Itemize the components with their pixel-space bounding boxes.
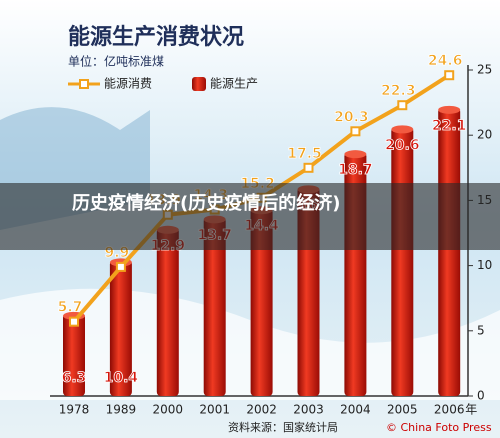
bar-value-label: 20.6: [385, 137, 420, 153]
line-marker: [350, 126, 361, 137]
line-value-label: 5.7: [58, 300, 83, 316]
x-tick-label: 2000: [153, 403, 184, 417]
bar: [250, 208, 273, 396]
x-tick-label: 2006: [434, 403, 465, 417]
y-tick-label: 25: [477, 63, 492, 77]
bar: [391, 127, 414, 396]
y-tick-label: 5: [477, 323, 485, 337]
line-marker: [397, 100, 408, 111]
line-value-label: 20.3: [334, 109, 369, 125]
x-tick-label: 2002: [246, 403, 277, 417]
x-unit: 年: [465, 403, 477, 417]
caption-band: 历史疫情经济(历史疫情后的经济): [0, 183, 500, 250]
line-marker: [115, 261, 126, 272]
x-tick-label: 2005: [387, 403, 418, 417]
legend-label: 能源生产: [210, 77, 258, 91]
bar: [438, 107, 461, 396]
y-tick-label: 10: [477, 258, 492, 272]
legend-marker: [79, 79, 89, 89]
bar-value-label: 18.7: [338, 162, 373, 178]
y-tick-label: 0: [477, 389, 485, 403]
line-value-label: 17.5: [287, 146, 322, 162]
line-marker: [69, 316, 79, 327]
source: 资料来源：国家统计局: [228, 420, 338, 434]
bar: [156, 227, 179, 396]
bar-cap: [438, 105, 461, 114]
caption: 历史疫情经济(历史疫情后的经济): [72, 193, 341, 214]
bar-value-label: 6.3: [62, 370, 87, 386]
bar: [203, 217, 226, 396]
bar-cap: [344, 150, 367, 159]
unit-label: 单位：亿吨标准煤: [68, 54, 164, 69]
line-value-label: 22.3: [381, 83, 416, 99]
credit: © China Foto Press: [386, 421, 492, 434]
bar-value-label: 10.4: [104, 370, 139, 386]
x-tick-label: 2001: [199, 403, 230, 417]
bar: [109, 260, 132, 396]
legend-swatch: [192, 77, 206, 91]
x-tick-label: 2003: [293, 403, 324, 417]
bar-cap: [391, 125, 414, 134]
x-tick-label: 1989: [106, 403, 137, 417]
bar: [63, 313, 85, 396]
line-marker: [444, 70, 455, 81]
x-tick-label: 2004: [340, 403, 371, 417]
chart-title: 能源生产消费状况: [68, 24, 244, 50]
y-tick-label: 20: [477, 128, 492, 142]
x-tick-label: 1978: [59, 403, 90, 417]
legend-label: 能源消费: [104, 77, 152, 91]
line-value-label: 24.6: [428, 53, 463, 69]
line-marker: [303, 162, 314, 173]
bar-value-label: 22.1: [432, 118, 467, 134]
